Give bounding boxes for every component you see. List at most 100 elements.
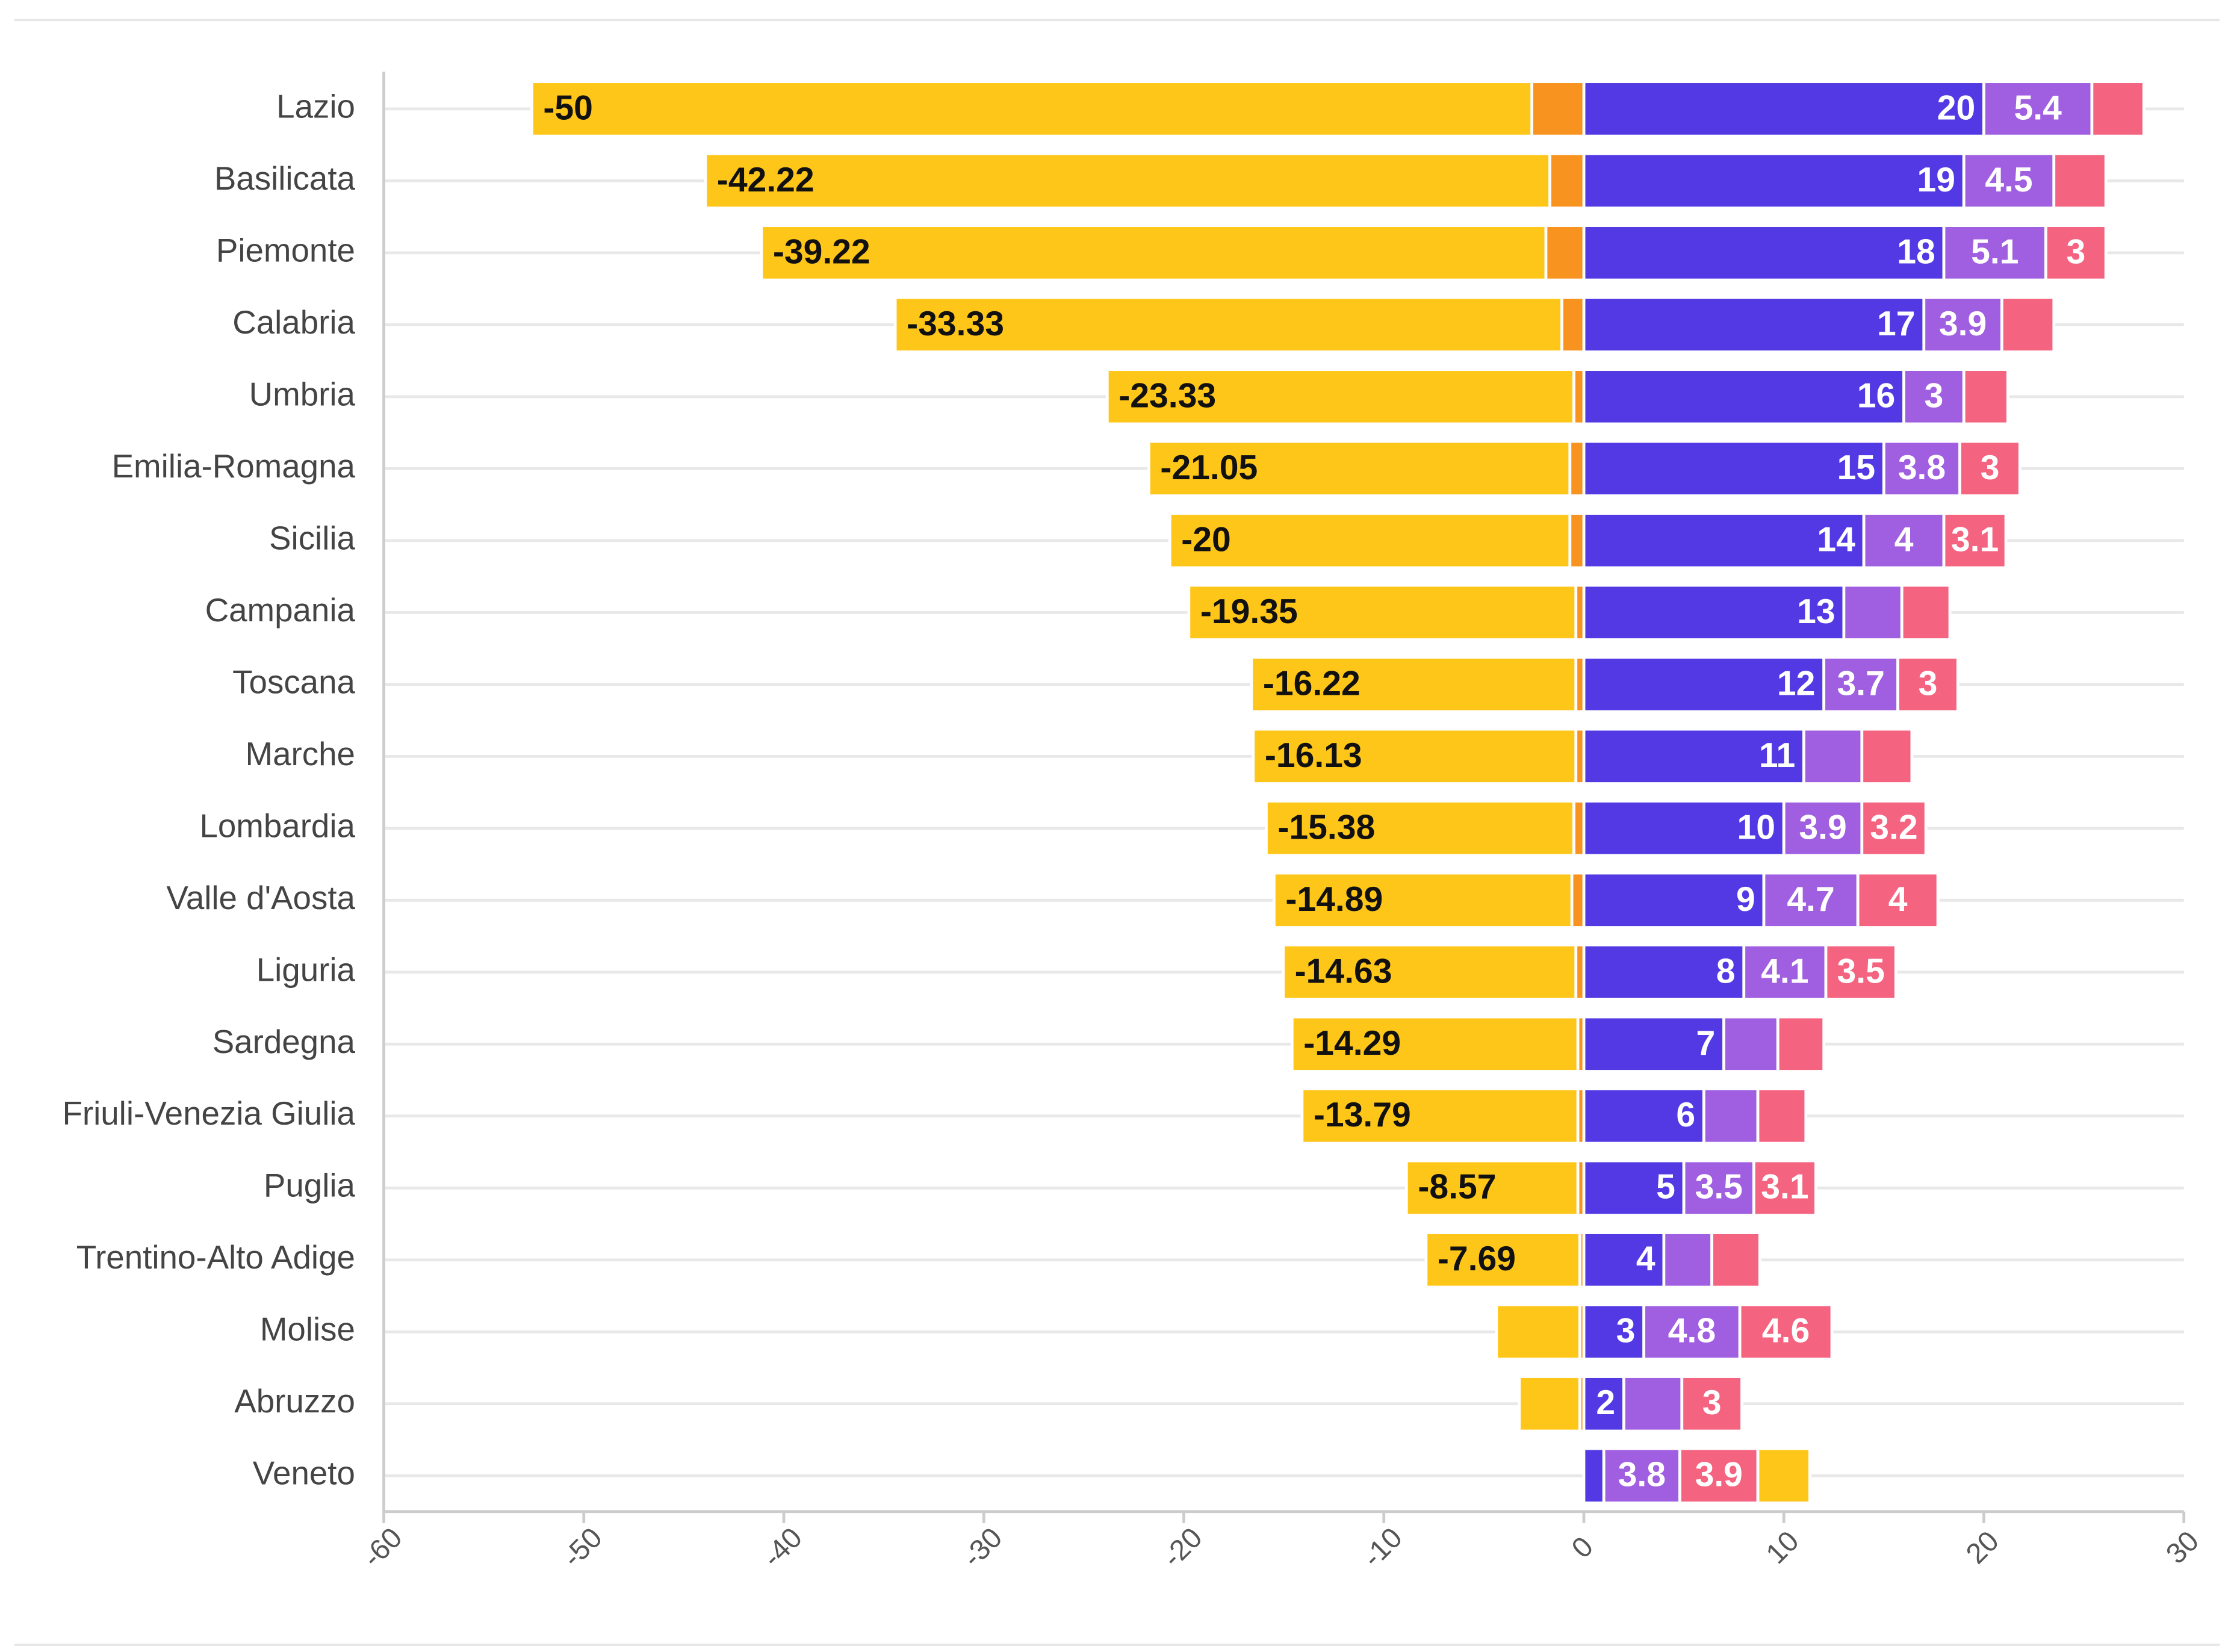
bar-segment [1582, 296, 1926, 353]
bar-segment [1958, 439, 2021, 497]
bar-segment [1662, 1231, 1714, 1289]
bar-segment [1922, 296, 2003, 353]
bar-segment [1530, 80, 1586, 138]
bar-segment [1860, 800, 1928, 857]
bar-segment [1568, 512, 1586, 570]
bar-segment [1290, 1015, 1580, 1073]
value-label: 3.9 [1799, 808, 1846, 846]
value-label: -50 [543, 88, 593, 127]
bar-segment [1942, 224, 2047, 282]
bar-segment [1300, 1087, 1580, 1145]
bar-segment [1147, 439, 1572, 497]
value-label: 10 [1737, 808, 1775, 846]
bar-segment [1495, 1303, 1581, 1361]
bar-segment [1824, 943, 1897, 1001]
value-label: 7 [1696, 1024, 1716, 1063]
y-tick-label: Trentino-Alto Adige [76, 1238, 355, 1276]
x-tick-label: -40 [757, 1522, 808, 1574]
bar-segment [1265, 800, 1575, 857]
bar-segment [1802, 727, 1864, 785]
value-label: 9 [1736, 880, 1755, 919]
bar-segment [1982, 80, 2094, 138]
y-tick-label: Emilia-Romagna [112, 447, 356, 485]
x-tick-label: 20 [1960, 1525, 2005, 1570]
value-label: -15.38 [1277, 808, 1375, 846]
bar-segment [1424, 1231, 1581, 1289]
bar-segment [893, 296, 1563, 353]
value-label: 3 [1616, 1312, 1636, 1350]
bar-segment [530, 80, 1533, 138]
value-label: 18 [1897, 232, 1935, 271]
value-label: 3.9 [1695, 1456, 1743, 1494]
value-label: 3 [1919, 664, 1938, 703]
bar-segment [1756, 1447, 1811, 1504]
bar-segment [1572, 800, 1586, 857]
value-label: 17 [1877, 305, 1916, 343]
value-label: -8.57 [1418, 1168, 1496, 1206]
bar-segment [1962, 152, 2056, 210]
value-label: 4 [1888, 880, 1908, 919]
value-label: 3.8 [1618, 1456, 1666, 1494]
value-label: 3.1 [1951, 520, 1999, 559]
value-label: 3 [1925, 376, 1944, 415]
bar-segment [1756, 1087, 1808, 1145]
bar-segment [1282, 943, 1578, 1001]
value-label: 2 [1596, 1383, 1615, 1422]
value-label: -16.13 [1265, 736, 1362, 775]
bar-segment [2000, 296, 2056, 353]
bar-segment [1582, 1447, 1606, 1504]
value-label: 5 [1656, 1168, 1675, 1206]
value-label: 4.5 [1985, 161, 2032, 199]
bar-segment [1682, 1159, 1755, 1217]
value-label: 4 [1636, 1240, 1655, 1278]
value-label: -23.33 [1119, 376, 1216, 415]
value-label: 3.2 [1870, 808, 1917, 846]
value-label: 16 [1857, 376, 1896, 415]
y-tick-label: Campania [205, 591, 356, 629]
y-tick-label: Valle d'Aosta [166, 879, 355, 916]
bar-segment [1252, 727, 1578, 785]
bar-segment [1776, 1015, 1826, 1073]
bar-segment [1722, 1015, 1779, 1073]
bar-segment [1570, 871, 1586, 929]
value-label: 20 [1937, 88, 1976, 127]
bar-segment [1902, 368, 1966, 426]
bar-segment [1582, 152, 1966, 210]
y-tick-label: Piemonte [216, 231, 355, 269]
y-tick-label: Lombardia [199, 807, 355, 844]
bar-segment [1882, 439, 1962, 497]
bar-segment [1680, 1375, 1743, 1433]
bar-segment [1582, 512, 1866, 570]
bar-segment [1900, 583, 1952, 641]
bar-segment [1582, 943, 1746, 1001]
value-label: 11 [1759, 736, 1795, 775]
value-label: 3.1 [1761, 1168, 1808, 1206]
value-label: 4.8 [1668, 1312, 1716, 1350]
y-tick-label: Friuli-Venezia Giulia [62, 1095, 355, 1132]
bar-segment [2090, 80, 2146, 138]
value-label: 4.6 [1762, 1312, 1810, 1350]
value-label: 8 [1716, 952, 1736, 990]
bar-segment [2052, 152, 2108, 210]
x-tick-label: 10 [1760, 1525, 1805, 1570]
y-tick-label: Basilicata [214, 160, 356, 197]
x-tick-label: -10 [1357, 1522, 1409, 1574]
y-tick-label: Sardegna [213, 1023, 356, 1060]
bar-segment [1544, 224, 1586, 282]
bar-segment [1842, 583, 1904, 641]
value-label: 4.1 [1761, 952, 1808, 990]
value-label: 3.9 [1939, 305, 1987, 343]
bar-segment [1582, 439, 1885, 497]
y-tick-label: Abruzzo [234, 1382, 355, 1420]
value-label: -42.22 [717, 161, 814, 199]
bar-segment [1582, 1231, 1666, 1289]
value-label: 14 [1817, 520, 1855, 559]
value-label: -14.89 [1285, 880, 1383, 919]
value-label: 5.4 [2014, 88, 2062, 127]
bar-segment [1962, 368, 2009, 426]
value-label: -20 [1181, 520, 1231, 559]
bar-segment [1560, 296, 1586, 353]
value-label: -7.69 [1438, 1240, 1516, 1278]
